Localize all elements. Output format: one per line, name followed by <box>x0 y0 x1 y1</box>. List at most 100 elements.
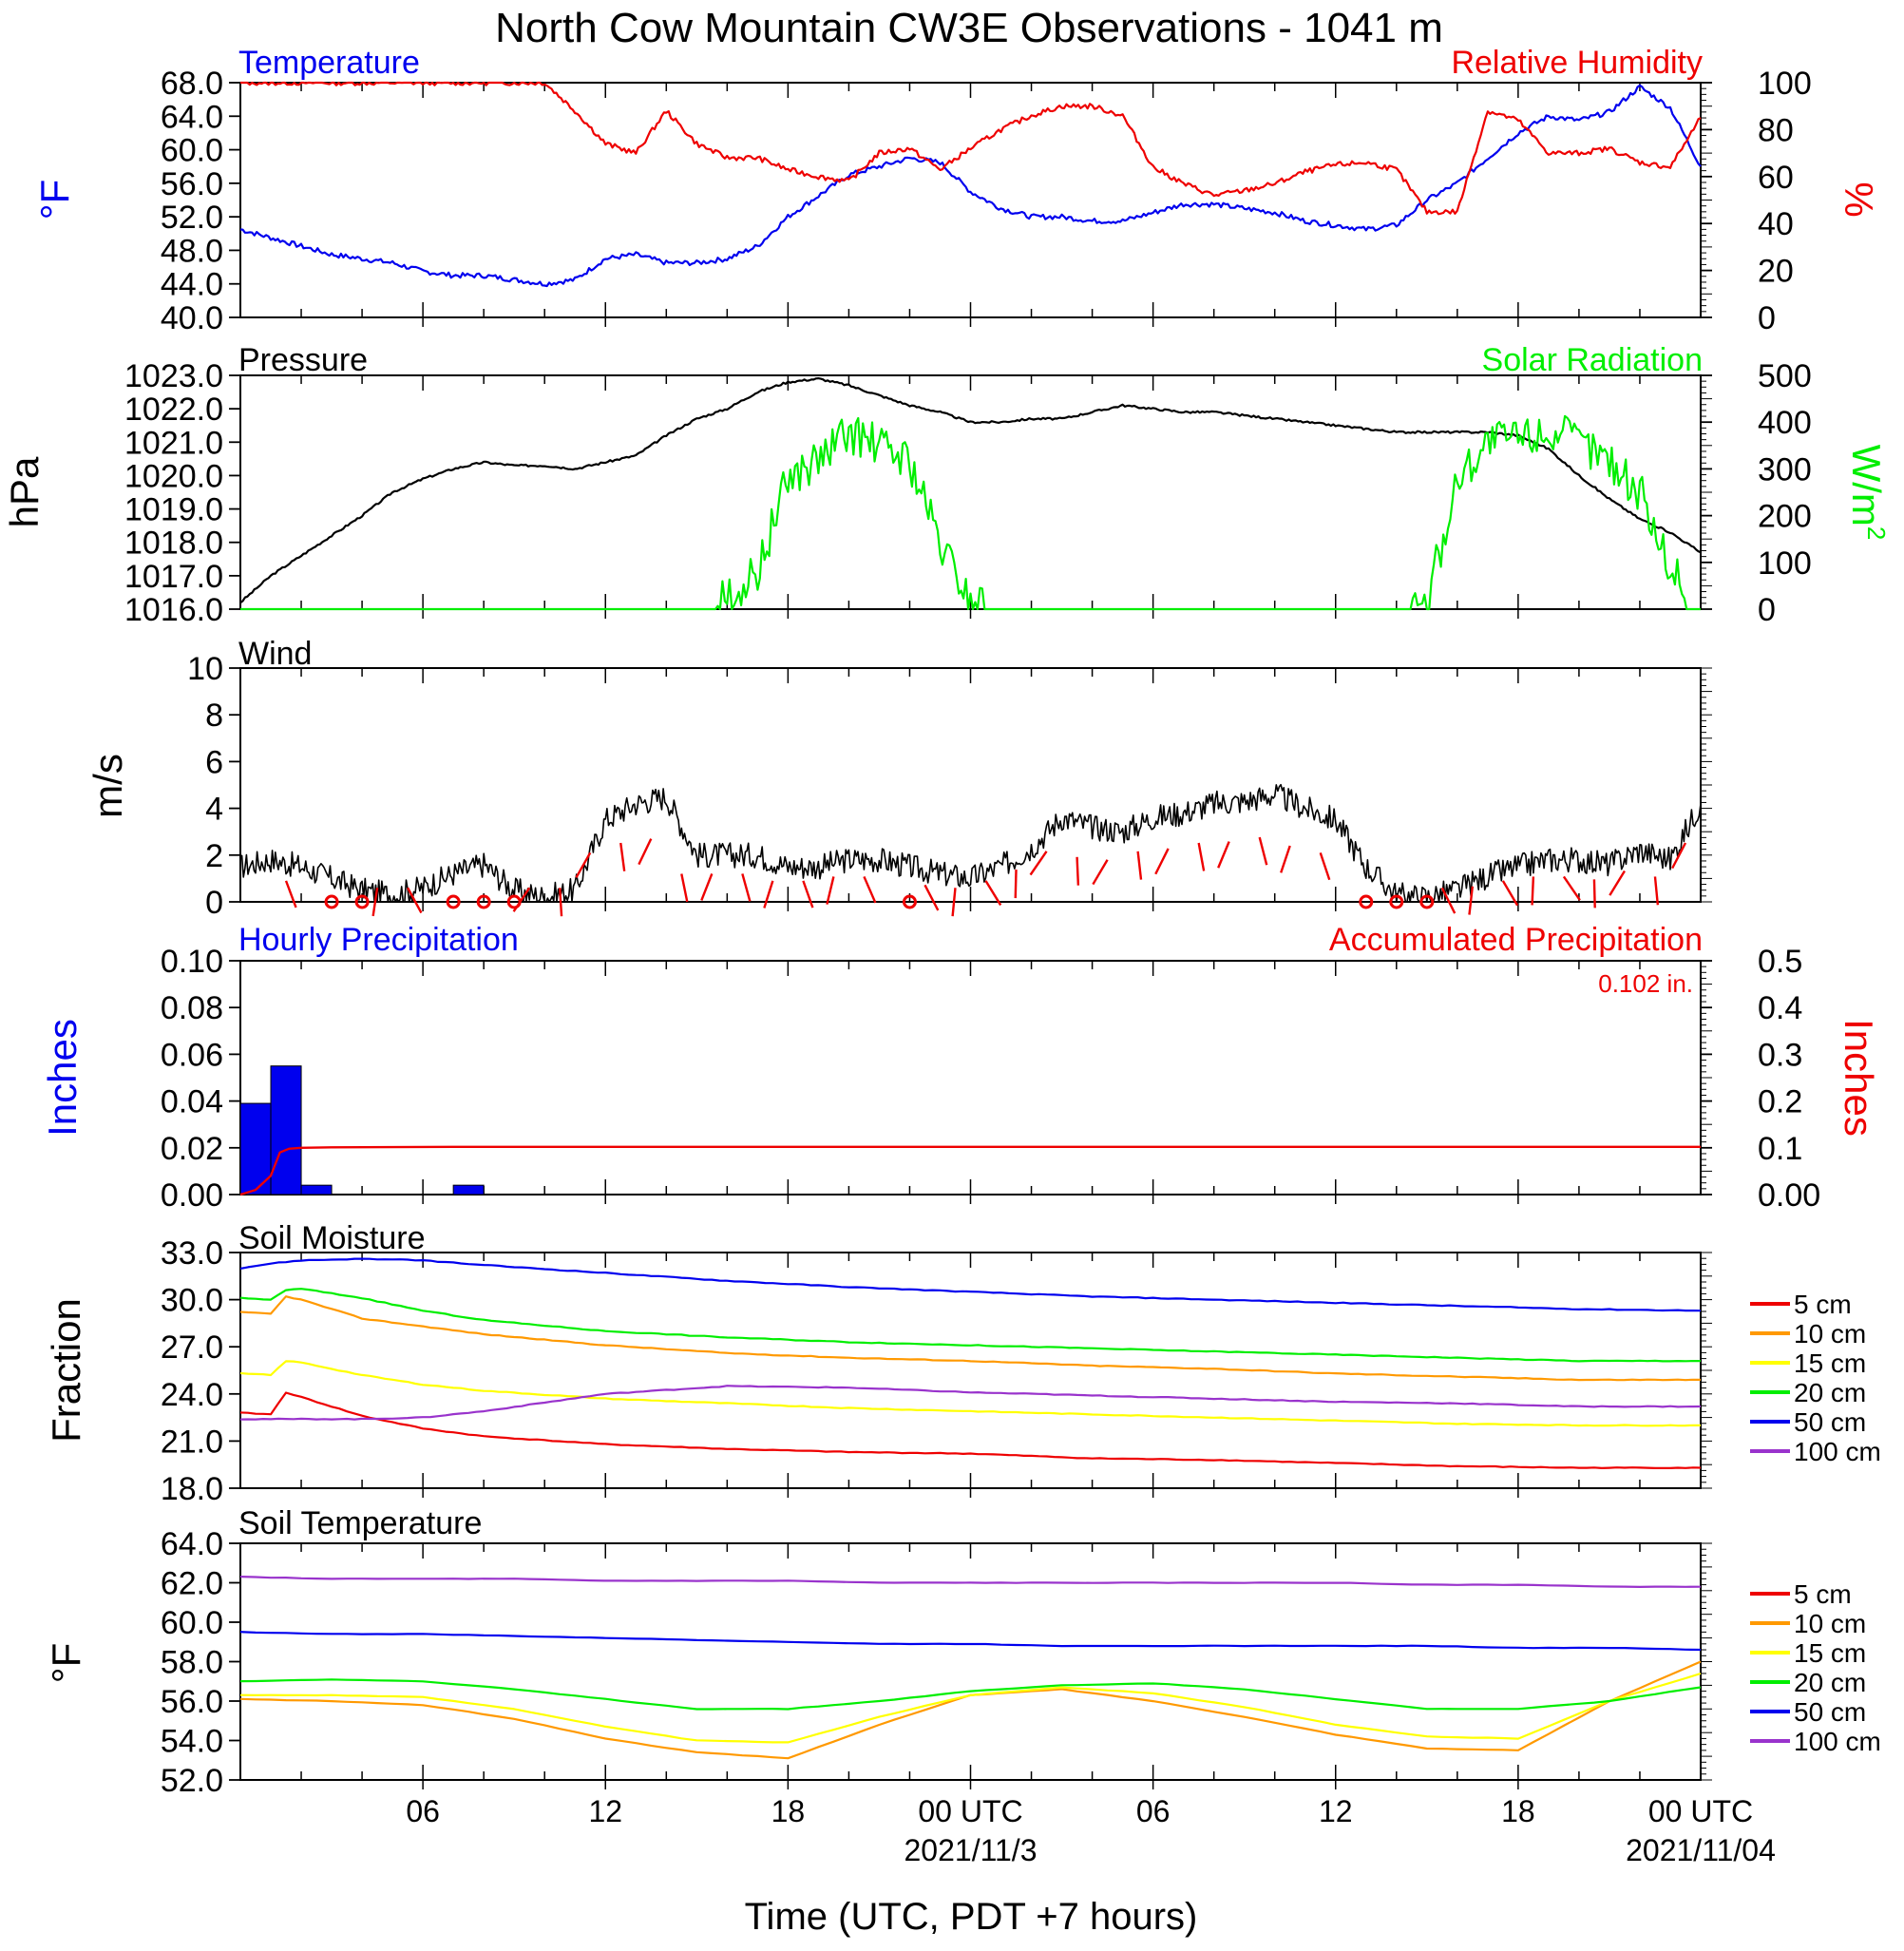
soil-moisture-axis-ytick-label: 33.0 <box>161 1235 223 1272</box>
wind-barb <box>984 880 1002 907</box>
soil-moisture-axis-ytick-label: 18.0 <box>161 1471 223 1507</box>
wind-barb <box>1562 875 1581 901</box>
time-tick-label: 18 <box>1501 1794 1535 1828</box>
solar-unit: W/m2 <box>1844 445 1891 541</box>
wind-barb <box>1671 842 1687 870</box>
wind-barb <box>1468 886 1475 915</box>
time-tick-label: 18 <box>771 1794 806 1828</box>
temp-axis-ytick-label: 48.0 <box>161 233 223 269</box>
wind-barb <box>559 888 563 917</box>
wind-barb <box>1136 851 1143 880</box>
precip-axis-ytick-label: 0.02 <box>161 1131 223 1167</box>
wind-barb <box>1319 851 1331 881</box>
soil-temp-title: Soil Temperature <box>238 1505 482 1541</box>
hourly-precip-title: Hourly Precipitation <box>238 922 519 958</box>
solar-unit-sup: 2 <box>1862 526 1891 540</box>
solar-title: Solar Radiation <box>1482 342 1703 378</box>
temp-axis-ytick-label: 44.0 <box>161 267 223 303</box>
accum-axis-ytick-label-r: 0.4 <box>1758 990 1802 1026</box>
temperature-series <box>239 84 1702 288</box>
precip-axis-ytick-label: 0.06 <box>161 1037 223 1073</box>
rh-axis-ytick-label-r: 100 <box>1758 66 1812 102</box>
solar-axis-ytick-label-r: 400 <box>1758 405 1812 441</box>
precip-bar <box>452 1184 485 1195</box>
soil-temp-legend-label: 15 cm <box>1794 1638 1866 1668</box>
precip-bar <box>300 1184 333 1195</box>
accum-axis-ytick-label-r: 0.00 <box>1758 1177 1820 1214</box>
wind-axis-ytick-label: 2 <box>205 838 223 874</box>
soil-moisture-series-20cm <box>239 1288 1701 1363</box>
pressure-axis-ytick-label: 1021.0 <box>124 425 223 461</box>
soil-moisture-legend-label: 10 cm <box>1794 1319 1866 1348</box>
wind-barb <box>923 884 940 911</box>
soil-temp-series-50cm <box>239 1631 1702 1652</box>
time-tick-label: 06 <box>1136 1794 1171 1828</box>
pressure-axis-ytick-label: 1019.0 <box>124 492 223 528</box>
wind-barb <box>1154 848 1170 875</box>
calm-wind-marker <box>1419 894 1435 909</box>
accum-axis-ytick-label-r: 0.2 <box>1758 1084 1802 1120</box>
solar-unit-base: W/m <box>1844 445 1889 526</box>
soil-temp-unit: °F <box>44 1643 88 1683</box>
soil-temp-legend-label: 50 cm <box>1794 1697 1866 1727</box>
wind-title: Wind <box>238 636 312 672</box>
wind-barb <box>575 851 592 879</box>
soil-temp-legend-label: 5 cm <box>1794 1579 1852 1609</box>
calm-wind-marker <box>354 894 370 909</box>
solar-axis-ytick-label-r: 100 <box>1758 545 1812 582</box>
wind-barb <box>1258 836 1268 866</box>
soil-temp-series-100cm <box>239 1576 1702 1588</box>
soil-moisture-legend-label: 15 cm <box>1794 1348 1866 1378</box>
wind-barb <box>1014 870 1018 899</box>
soil-temp-series-15cm <box>239 1672 1702 1744</box>
soil-temp-legend-label: 100 cm <box>1794 1727 1881 1756</box>
wind-axis-ytick-label: 6 <box>205 744 223 780</box>
wind-barb <box>763 880 774 909</box>
pressure-axis-ytick-label: 1023.0 <box>124 358 223 394</box>
wind-unit: m/s <box>86 754 130 818</box>
calm-wind-marker <box>446 894 461 909</box>
wind-barb <box>1501 880 1519 907</box>
soil-moisture-series-15cm <box>239 1360 1702 1427</box>
soil-moisture-unit: Fraction <box>44 1298 88 1443</box>
wind-barb <box>1440 887 1457 914</box>
precip-axis-ytick-label: 0.08 <box>161 990 223 1026</box>
temp-axis-ytick-label: 68.0 <box>161 66 223 102</box>
pressure-axis-ytick-label: 1020.0 <box>124 458 223 494</box>
time-tick-label: 06 <box>406 1794 440 1828</box>
precip-axis-ytick-label: 0.00 <box>161 1177 223 1214</box>
wind-barb <box>407 887 423 914</box>
pressure-title: Pressure <box>238 342 368 378</box>
temp-title: Temperature <box>238 45 420 81</box>
pressure-axis-ytick-label: 1022.0 <box>124 392 223 428</box>
wind-barb <box>1653 876 1660 906</box>
solar-series <box>240 414 1701 611</box>
soil-temp-series-20cm <box>239 1678 1702 1711</box>
wind-barb <box>802 880 814 909</box>
calm-wind-marker <box>506 894 522 909</box>
wind-barb <box>863 875 877 904</box>
soil-moisture-legend-label: 5 cm <box>1794 1290 1852 1319</box>
pressure-axis-ytick-label: 1016.0 <box>124 592 223 628</box>
wind-barb <box>1609 870 1626 896</box>
soil-moisture-axis-ytick-label: 21.0 <box>161 1424 223 1460</box>
rh-axis-ytick-label-r: 60 <box>1758 160 1794 196</box>
calm-wind-marker <box>1359 894 1374 909</box>
wind-axis-ytick-label: 8 <box>205 698 223 734</box>
solar-axis-ytick-label-r: 200 <box>1758 499 1812 535</box>
precip-axis-ytick-label: 0.04 <box>161 1084 223 1120</box>
soil-moisture-legend-label: 100 cm <box>1794 1437 1881 1466</box>
date-label: 2021/11/3 <box>904 1833 1038 1867</box>
soil-moisture-legend-label: 50 cm <box>1794 1407 1866 1437</box>
wind-barb <box>1029 851 1048 876</box>
soil-temp-legend-label: 20 cm <box>1794 1668 1866 1697</box>
temp-rh-panel-frame <box>239 82 1702 318</box>
solar-axis-ytick-label-r: 500 <box>1758 358 1812 394</box>
calm-wind-marker <box>324 894 339 909</box>
time-tick-label: 00 UTC <box>918 1794 1022 1828</box>
wind-barb <box>700 873 714 901</box>
soil-moisture-axis-ytick-label: 24.0 <box>161 1377 223 1413</box>
precip-axis-ytick-label: 0.10 <box>161 944 223 980</box>
rh-title: Relative Humidity <box>1451 45 1703 81</box>
